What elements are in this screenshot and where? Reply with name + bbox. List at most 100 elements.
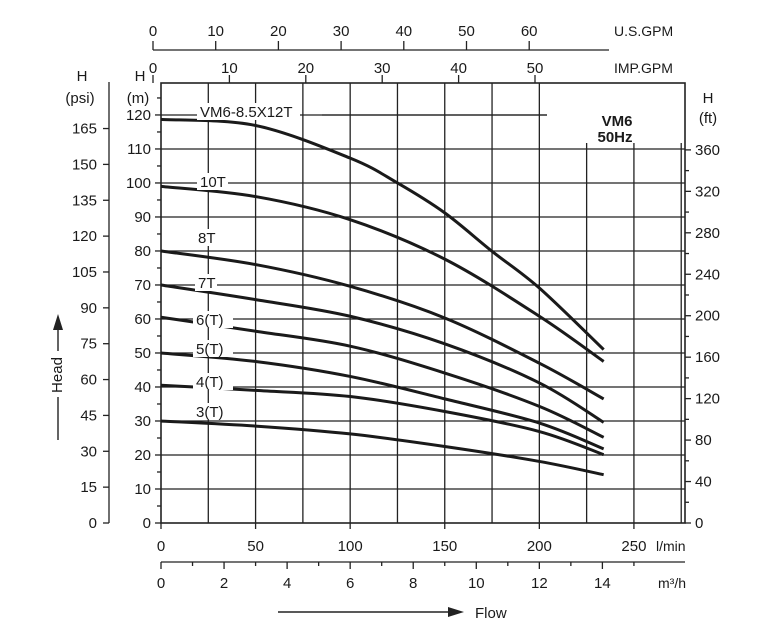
y-tick-label-psi: 30: [80, 443, 97, 460]
y-tick-label-psi: 75: [80, 336, 97, 353]
y-tick-label-ft: 40: [695, 474, 712, 491]
curve-label-bg: [197, 103, 300, 120]
curve-label: 5(T): [196, 341, 224, 358]
x-tick-label-usgpm: 30: [333, 23, 350, 40]
curve-label-bg: [193, 340, 233, 357]
curve-label-bg: [193, 373, 233, 390]
y-tick-label-psi: 165: [72, 121, 97, 138]
y-axis-title: Head: [49, 357, 66, 393]
x-tick-label: 50: [247, 538, 264, 555]
x-tick-label: 0: [157, 538, 165, 555]
y-tick-label-m: 10: [134, 481, 151, 498]
y-tick-label-m: 100: [126, 175, 151, 192]
y-tick-label-m: 20: [134, 447, 151, 464]
y-axis-ft-label-h: H: [703, 90, 714, 107]
curve-label: 3(T): [196, 404, 224, 421]
curve-label-bg: [195, 229, 217, 246]
curve-6-t-: [160, 315, 605, 439]
x-tick-label-impgpm: 30: [374, 60, 391, 77]
y-tick-label-m: 70: [134, 277, 151, 294]
x-tick-label-usgpm: 60: [521, 23, 538, 40]
x-tick-label-impgpm: 50: [527, 60, 544, 77]
curve-label: 10T: [200, 174, 226, 191]
y-tick-label-m: 110: [127, 141, 151, 158]
y-tick-label-m: 60: [134, 311, 151, 328]
x-tick-label-usgpm: 0: [149, 23, 157, 40]
y-tick-label-ft: 240: [695, 266, 720, 283]
x-tick-label-impgpm: 40: [450, 60, 467, 77]
y-axis-psi-label-h: H: [77, 68, 88, 85]
chart-subtitle: 50Hz: [597, 129, 632, 146]
x-axis-impgpm-unit: IMP.GPM: [614, 60, 673, 76]
y-tick-label-psi: 105: [72, 264, 97, 281]
y-tick-label-m: 90: [134, 209, 151, 226]
y-tick-label-m: 50: [134, 345, 151, 362]
x-axis-m3h-unit: m³/h: [658, 575, 686, 591]
curve-4-t-: [160, 383, 605, 457]
curve-label-bg: [197, 173, 228, 190]
curve-vm6-8-5x12t: [160, 117, 605, 351]
y-axis-m-label-h: H: [135, 68, 146, 85]
x-tick-label-m3h: 0: [157, 575, 165, 592]
x-tick-label-impgpm: 10: [221, 60, 238, 77]
y-tick-label-psi: 45: [80, 407, 97, 424]
curve-label: 7T: [198, 275, 216, 292]
y-tick-label-ft: 320: [695, 183, 720, 200]
x-axis-unit: l/min: [656, 538, 686, 554]
y-axis-title-bg: [48, 351, 66, 397]
y-tick-label-m: 40: [134, 379, 151, 396]
curve-label: 4(T): [196, 374, 224, 391]
y-tick-label-ft: 0: [695, 515, 703, 532]
curve-3-t-: [160, 419, 604, 477]
y-tick-label-ft: 120: [695, 391, 720, 408]
y-tick-label-psi: 150: [72, 156, 97, 173]
x-axis-title: Flow: [475, 605, 507, 622]
x-tick-label-m3h: 8: [409, 575, 417, 592]
y-tick-label-psi: 120: [72, 228, 97, 245]
y-tick-label-psi: 15: [80, 479, 97, 496]
x-tick-label: 100: [338, 538, 363, 555]
curve-label: 8T: [198, 230, 216, 247]
y-tick-label-psi: 0: [89, 515, 97, 532]
curve-5-t-: [160, 351, 605, 451]
x-tick-label-m3h: 2: [220, 575, 228, 592]
curve-8t: [160, 249, 605, 401]
curve-label: VM6-8.5X12T: [200, 104, 293, 121]
curve-label-bg: [193, 311, 233, 328]
x-axis-usgpm-unit: U.S.GPM: [614, 23, 673, 39]
chart-title: VM6: [602, 113, 633, 130]
y-tick-label-psi: 90: [80, 300, 97, 317]
x-tick-label-usgpm: 20: [270, 23, 287, 40]
y-tick-label-ft: 200: [695, 308, 720, 325]
x-tick-label: 150: [432, 538, 457, 555]
y-tick-label-ft: 280: [695, 225, 720, 242]
y-tick-label-m: 0: [143, 515, 151, 532]
y-tick-label-psi: 60: [80, 372, 97, 389]
y-axis-ft-label-unit: (ft): [699, 110, 717, 127]
y-axis-m-label-unit: (m): [127, 90, 150, 107]
y-tick-label-ft: 80: [695, 432, 712, 449]
curve-10t: [160, 184, 605, 363]
curve-7t: [160, 283, 605, 424]
x-tick-label-impgpm: 0: [149, 60, 157, 77]
x-tick-label-m3h: 10: [468, 575, 485, 592]
y-tick-label-m: 80: [134, 243, 151, 260]
y-tick-label-psi: 135: [72, 192, 97, 209]
y-tick-label-ft: 360: [695, 142, 720, 159]
x-tick-label-m3h: 12: [531, 575, 548, 592]
x-tick-label-usgpm: 40: [395, 23, 412, 40]
y-tick-label-m: 120: [126, 107, 151, 124]
x-tick-label-m3h: 6: [346, 575, 354, 592]
flow-arrow-icon: [448, 607, 464, 617]
y-tick-label-ft: 160: [695, 349, 720, 366]
curve-label-bg: [193, 403, 233, 420]
x-tick-label-m3h: 14: [594, 575, 611, 592]
curve-label-bg: [195, 274, 217, 291]
x-tick-label: 200: [527, 538, 552, 555]
x-tick-label-impgpm: 20: [297, 60, 314, 77]
x-tick-label-m3h: 4: [283, 575, 291, 592]
x-tick-label-usgpm: 10: [207, 23, 224, 40]
plot-frame: [160, 82, 686, 524]
